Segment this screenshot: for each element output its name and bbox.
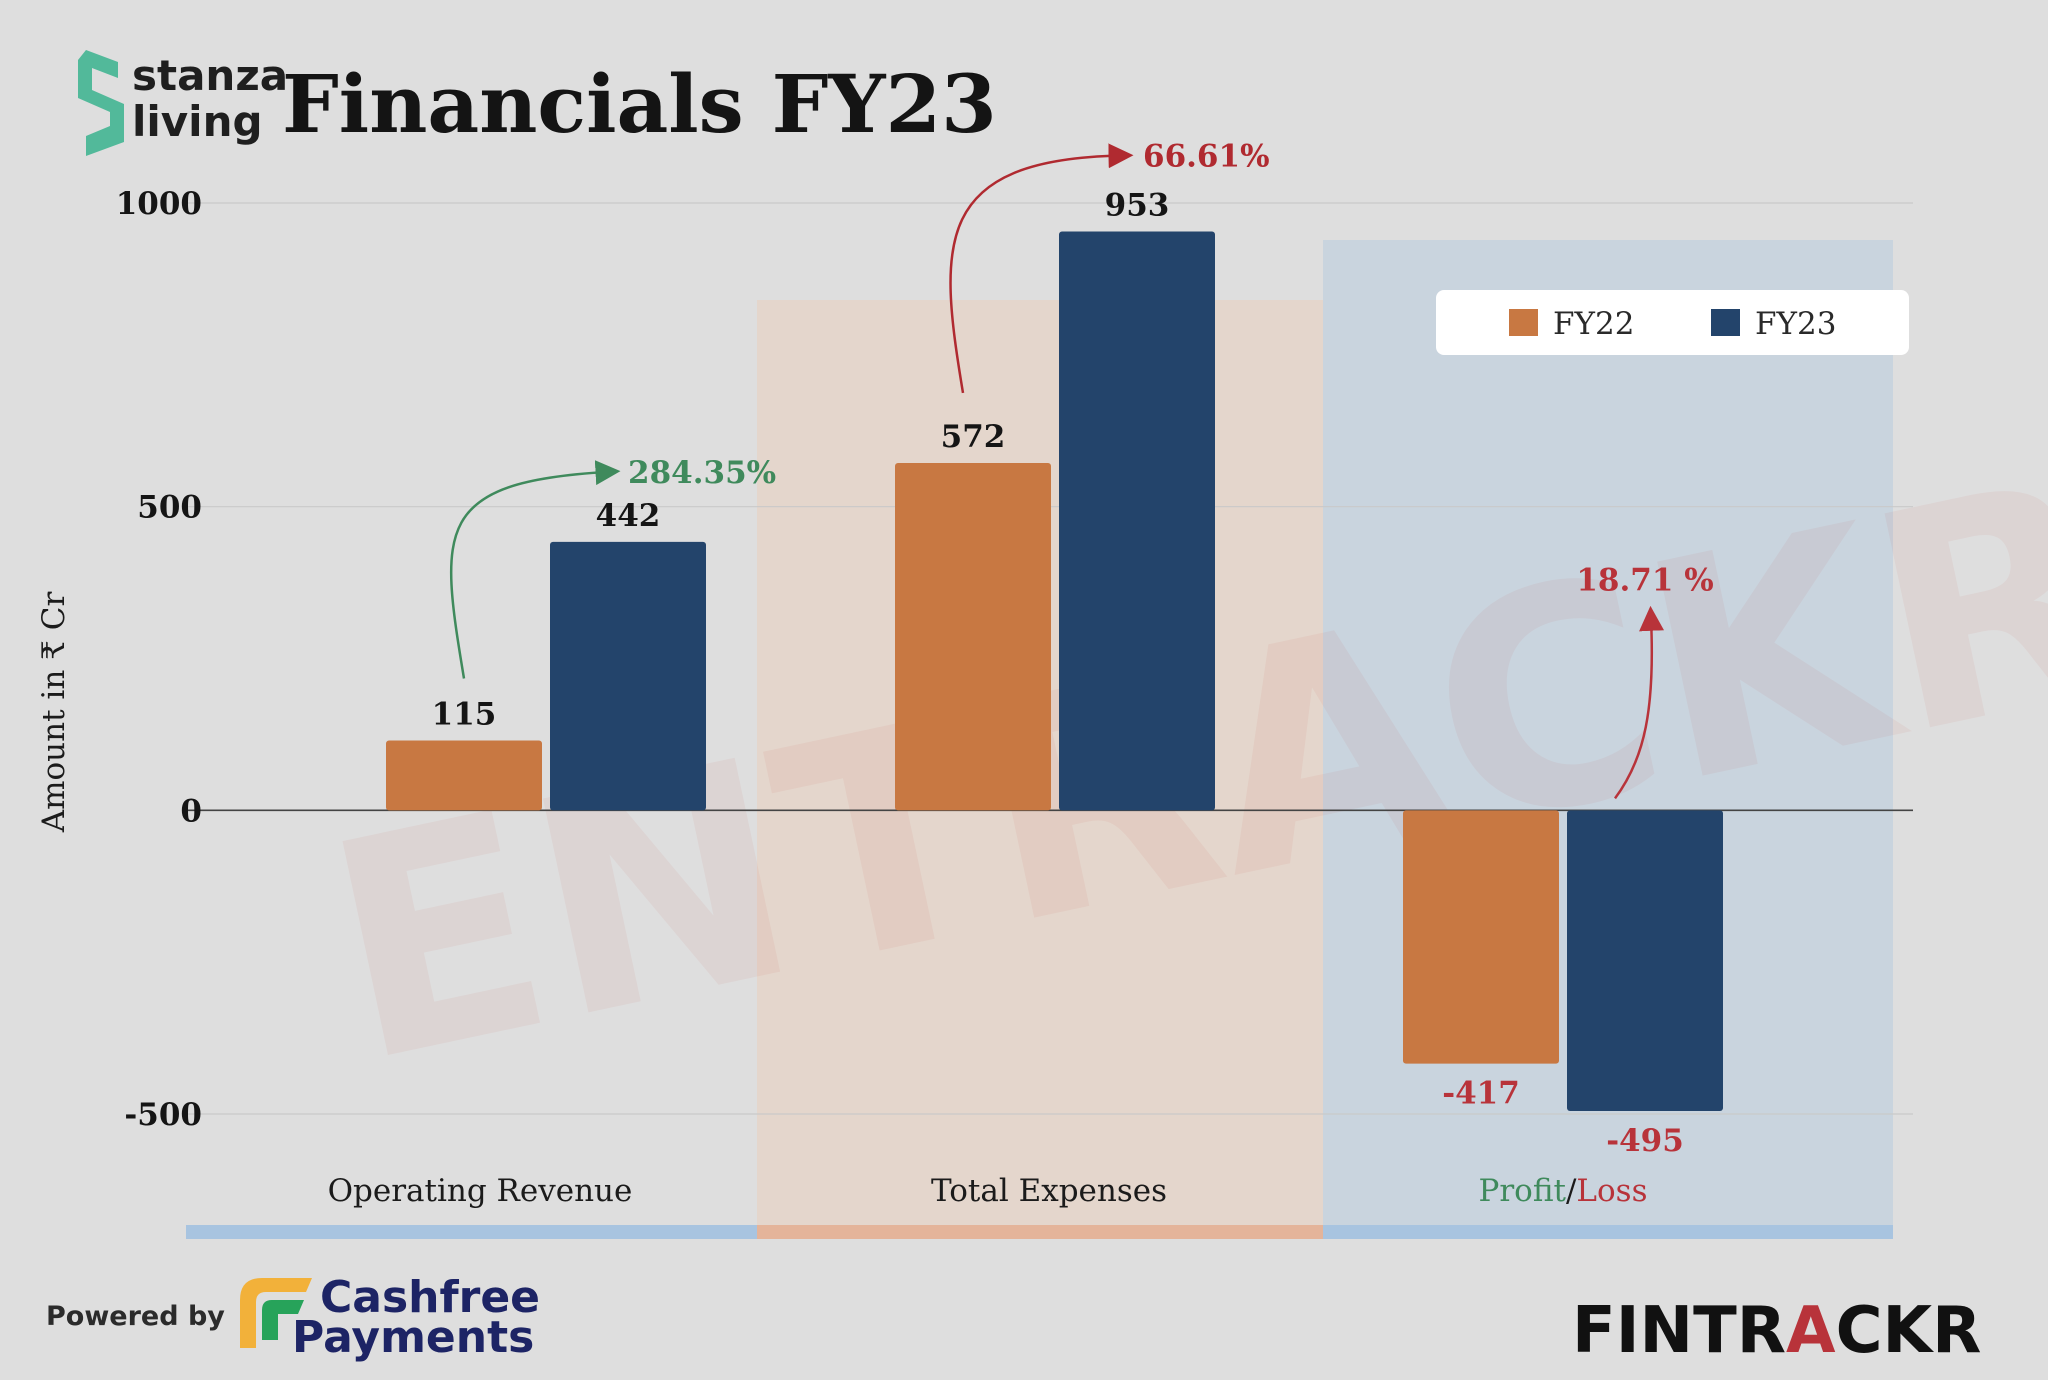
data-label: -495 bbox=[1606, 1123, 1684, 1159]
y-axis-label: Amount in ₹ Cr bbox=[36, 592, 72, 834]
y-tick-label: 1000 bbox=[116, 186, 202, 222]
category-label-profit: Profit bbox=[1478, 1173, 1566, 1209]
category-label: Profit/Loss bbox=[1478, 1173, 1647, 1209]
data-labels: 115 442 572 953 -417 -495 bbox=[432, 188, 1684, 1159]
legend: FY22 FY23 bbox=[1436, 290, 1909, 355]
strip-profit-loss bbox=[1323, 1225, 1893, 1239]
legend-swatch-fy22 bbox=[1509, 309, 1538, 336]
fintrackr-logo-accent: A bbox=[1786, 1294, 1836, 1368]
growth-label-expenses: 66.61% bbox=[1143, 139, 1270, 175]
bars bbox=[386, 231, 1723, 1111]
y-tick-label: 0 bbox=[180, 793, 202, 829]
arrow-expenses bbox=[949, 143, 1134, 394]
category-label-separator: / bbox=[1566, 1173, 1577, 1209]
brand-line1: stanza bbox=[132, 51, 288, 100]
category-labels: Operating Revenue Total Expenses Profit/Lo… bbox=[328, 1173, 1648, 1209]
arrow-profit-loss bbox=[1613, 605, 1665, 800]
data-label: 115 bbox=[432, 696, 497, 732]
page-title: Financials FY23 bbox=[282, 57, 997, 151]
bar-fy23-2 bbox=[1567, 810, 1723, 1111]
y-tick-label: -500 bbox=[124, 1097, 202, 1133]
fintrackr-logo-right: CKR bbox=[1836, 1294, 1982, 1368]
data-label: 953 bbox=[1105, 188, 1170, 224]
data-label: 572 bbox=[941, 419, 1006, 455]
strip-expenses bbox=[757, 1225, 1323, 1239]
bar-fy22-1 bbox=[895, 462, 1051, 811]
legend-label-fy23: FY23 bbox=[1755, 306, 1836, 342]
legend-box bbox=[1436, 290, 1909, 355]
y-tick-label: 500 bbox=[137, 490, 202, 526]
cashfree-logo: Cashfree Payments bbox=[240, 1272, 540, 1363]
arrow-revenue bbox=[449, 460, 621, 679]
bar-fy23-0 bbox=[550, 541, 706, 811]
partner-line1: Cashfree bbox=[320, 1272, 540, 1323]
data-label: -417 bbox=[1442, 1076, 1520, 1112]
cashfree-logo-mark bbox=[240, 1278, 312, 1348]
bar-fy22-2 bbox=[1403, 810, 1559, 1064]
bar-fy23-1 bbox=[1059, 231, 1215, 811]
fintrackr-logo: FINTRACKR bbox=[1572, 1294, 1981, 1368]
category-label-loss: Loss bbox=[1576, 1173, 1647, 1209]
stanza-logo: stanza living bbox=[78, 50, 288, 156]
fintrackr-logo-left: FINTR bbox=[1572, 1294, 1786, 1368]
legend-swatch-fy23 bbox=[1711, 309, 1740, 336]
strip-revenue bbox=[186, 1225, 757, 1239]
growth-label-revenue: 284.35% bbox=[628, 455, 776, 491]
brand-line2: living bbox=[132, 97, 263, 146]
growth-arrows: 284.35% 66.61% 18.71 % bbox=[449, 139, 1714, 800]
category-label: Operating Revenue bbox=[328, 1173, 633, 1209]
y-ticks: 1000 500 0 -500 bbox=[116, 186, 202, 1133]
growth-label-profit-loss: 18.71 % bbox=[1576, 562, 1713, 598]
category-label: Total Expenses bbox=[931, 1173, 1167, 1209]
bar-fy22-0 bbox=[386, 740, 542, 811]
data-label: 442 bbox=[596, 498, 661, 534]
partner-line2: Payments bbox=[292, 1312, 534, 1363]
powered-by-label: Powered by bbox=[46, 1301, 225, 1332]
stanza-logo-mark bbox=[78, 50, 124, 156]
cashfree-logo-mark-inner bbox=[262, 1300, 304, 1340]
legend-label-fy22: FY22 bbox=[1553, 306, 1634, 342]
